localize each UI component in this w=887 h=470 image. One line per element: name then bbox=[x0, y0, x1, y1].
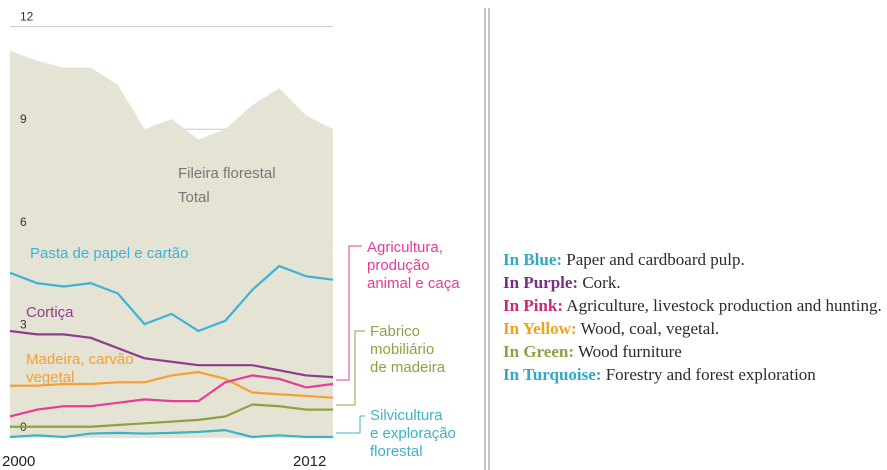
legend-key-purple: In Purple: bbox=[503, 273, 579, 292]
total-area bbox=[10, 50, 333, 437]
series-label-orange: Madeira, carvão vegetal bbox=[26, 351, 134, 386]
total-label: Fileira florestal Total bbox=[178, 165, 276, 206]
series-line-purple bbox=[9, 329, 334, 379]
label-connector-turquoise bbox=[336, 415, 365, 434]
y-tick-label: 9 bbox=[20, 112, 27, 126]
series-line-blue bbox=[9, 264, 334, 333]
series-line-pink bbox=[9, 374, 334, 418]
legend-key-blue: In Blue: bbox=[503, 250, 563, 269]
legend-entry-green: In Green: Wood furniture bbox=[503, 340, 883, 363]
y-tick-label: 3 bbox=[20, 317, 27, 331]
series-label-purple: Cortiça bbox=[26, 304, 74, 321]
series-lines bbox=[9, 264, 334, 439]
divider bbox=[484, 8, 490, 470]
series-label-turquoise: Silvicultura e exploração florestal bbox=[370, 407, 456, 460]
legend-entry-pink: In Pink: Agriculture, livestock producti… bbox=[503, 294, 883, 317]
legend-text-yellow: Wood, coal, vegetal. bbox=[576, 319, 720, 338]
series-line-turquoise bbox=[9, 429, 333, 439]
series-labels: Fileira florestal Total Pasta de papel e c… bbox=[26, 165, 460, 460]
legend-key-yellow: In Yellow: bbox=[503, 319, 577, 338]
series-label-green: Fabrico mobiliário de madeira bbox=[370, 323, 446, 376]
series-label-blue: Pasta de papel e cartão bbox=[30, 245, 188, 262]
legend-text-turquoise: Forestry and forest exploration bbox=[601, 365, 816, 384]
legend-text-purple: Cork. bbox=[578, 273, 621, 292]
x-tick-label: 2000 bbox=[2, 453, 35, 470]
x-axis-labels: 2000 2012 bbox=[2, 453, 326, 470]
legend-entry-yellow: In Yellow: Wood, coal, vegetal. bbox=[503, 317, 883, 340]
series-line-green bbox=[10, 403, 333, 428]
label-connector-green bbox=[336, 330, 365, 406]
label-connector-pink bbox=[336, 245, 362, 381]
legend-entry-purple: In Purple: Cork. bbox=[503, 271, 883, 294]
total-area-layer bbox=[10, 50, 333, 437]
legend-entry-blue: In Blue: Paper and cardboard pulp. bbox=[503, 248, 883, 271]
legend-key-turquoise: In Turquoise: bbox=[503, 365, 602, 384]
legend-text-green: Wood furniture bbox=[574, 342, 682, 361]
legend-text-blue: Paper and cardboard pulp. bbox=[562, 250, 745, 269]
color-legend: In Blue: Paper and cardboard pulp. In Pu… bbox=[503, 248, 883, 386]
legend-key-green: In Green: bbox=[503, 342, 574, 361]
legend-key-pink: In Pink: bbox=[503, 296, 563, 315]
legend-entry-turquoise: In Turquoise: Forestry and forest explor… bbox=[503, 363, 883, 386]
legend-text-pink: Agriculture, livestock production and hu… bbox=[563, 296, 882, 315]
y-tick-label: 12 bbox=[20, 10, 34, 24]
x-tick-label: 2012 bbox=[293, 453, 326, 470]
series-label-pink: Agricultura, produção animal e caça bbox=[367, 239, 460, 292]
series-line-orange bbox=[10, 370, 334, 399]
y-tick-label: 6 bbox=[20, 215, 27, 229]
